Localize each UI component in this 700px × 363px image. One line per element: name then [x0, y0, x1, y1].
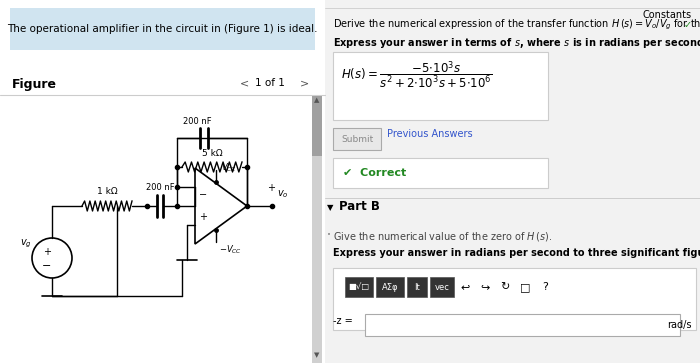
Text: Constants: Constants — [643, 10, 692, 20]
Text: ?: ? — [542, 282, 548, 292]
Text: Submit: Submit — [341, 135, 373, 143]
Text: vec: vec — [435, 282, 449, 291]
Text: ↻: ↻ — [500, 282, 510, 292]
Text: 5 kΩ: 5 kΩ — [202, 148, 223, 158]
Text: +: + — [267, 183, 275, 193]
Text: −: − — [199, 190, 207, 200]
Bar — [407, 277, 427, 297]
Text: ↩: ↩ — [461, 282, 470, 292]
Bar — [376, 277, 404, 297]
Text: Figure: Figure — [12, 78, 57, 91]
Text: -z =: -z = — [333, 316, 353, 326]
Text: 200 nF: 200 nF — [146, 184, 174, 192]
Text: $v_o$: $v_o$ — [277, 188, 288, 200]
Text: >: > — [300, 78, 309, 88]
Bar — [325, 0, 700, 363]
Text: AΣφ: AΣφ — [382, 282, 398, 291]
Text: $V_{CC}$: $V_{CC}$ — [221, 162, 237, 174]
Bar — [365, 314, 680, 336]
Bar — [333, 268, 696, 330]
Text: Derive the numerical expression of the transfer function $H\,(s) = V_o/V_g$ for : Derive the numerical expression of the t… — [333, 18, 700, 32]
Text: +: + — [43, 247, 51, 257]
Text: □: □ — [519, 282, 531, 292]
Text: $H(s) = \dfrac{-5{\cdot}10^3 s}{s^2+2{\cdot}10^3 s+5{\cdot}10^6}$: $H(s) = \dfrac{-5{\cdot}10^3 s}{s^2+2{\c… — [341, 60, 493, 91]
Text: Part B: Part B — [339, 200, 380, 213]
Text: 1 kΩ: 1 kΩ — [97, 188, 118, 196]
Text: The operational amplifier in the circuit in (Figure 1) is ideal.: The operational amplifier in the circuit… — [7, 24, 317, 34]
Text: Express your answer in terms of $s$, where $s$ is in radians per second.: Express your answer in terms of $s$, whe… — [333, 36, 700, 50]
Bar — [0, 0, 325, 363]
Text: Previous Answers: Previous Answers — [387, 129, 472, 139]
Text: Give the numerical value of the zero of $H\,(s)$.: Give the numerical value of the zero of … — [333, 230, 552, 243]
Text: ▲: ▲ — [314, 97, 320, 103]
Text: ↪: ↪ — [480, 282, 490, 292]
Bar — [345, 277, 373, 297]
Text: $-V_{CC}$: $-V_{CC}$ — [219, 244, 242, 256]
Text: ▼: ▼ — [314, 352, 320, 358]
Text: It: It — [414, 282, 420, 291]
Text: +: + — [199, 212, 207, 222]
Text: ▼: ▼ — [327, 203, 333, 212]
Text: $v_g$: $v_g$ — [20, 238, 32, 250]
Bar — [312, 96, 322, 156]
Bar — [333, 52, 548, 120]
Text: •: • — [327, 232, 331, 238]
Bar — [333, 128, 381, 150]
Bar — [10, 8, 315, 50]
Text: rad/s: rad/s — [668, 320, 692, 330]
Text: ✓: ✓ — [684, 20, 692, 30]
Bar — [312, 95, 322, 363]
Text: ✔  Correct: ✔ Correct — [343, 168, 406, 178]
Text: 1 of 1: 1 of 1 — [255, 78, 285, 88]
Bar — [430, 277, 454, 297]
Text: −: − — [42, 261, 52, 271]
Text: <: < — [240, 78, 249, 88]
Text: ■√□: ■√□ — [349, 282, 370, 291]
Bar — [333, 158, 548, 188]
Text: 200 nF: 200 nF — [183, 117, 211, 126]
Text: Express your answer in radians per second to three significant figures.: Express your answer in radians per secon… — [333, 248, 700, 258]
